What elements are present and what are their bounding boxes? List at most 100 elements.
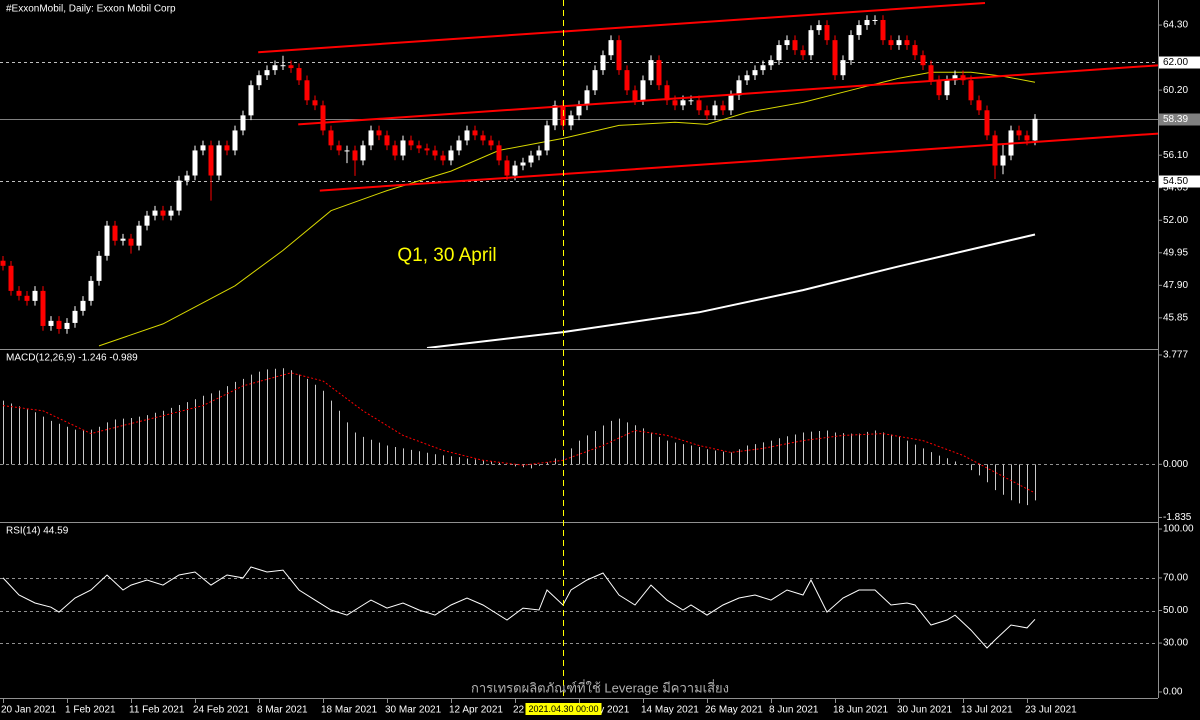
candle-body — [336, 145, 342, 151]
candle-body — [72, 310, 78, 323]
y-tick-label: 54.05 — [1163, 182, 1188, 193]
candle-body — [312, 100, 318, 106]
x-tick-label: 26 May 2021 — [705, 705, 763, 716]
candle-body — [968, 80, 974, 101]
candle-body — [408, 140, 414, 146]
candle-body — [696, 100, 702, 111]
candle-body — [344, 150, 350, 152]
candle-body — [504, 160, 510, 176]
watermark: การเทรดผลิตภัณฑ์ที่ใช้ Leverage มีความเส… — [471, 679, 729, 695]
macd-title: MACD(12,26,9) -1.246 -0.989 — [6, 353, 138, 364]
rsi-pane — [0, 566, 1158, 649]
y-tick-label: 64.30 — [1163, 20, 1188, 31]
price-pane — [0, 2, 1158, 348]
x-tick-label: 18 Jun 2021 — [833, 705, 888, 716]
candle-body — [672, 100, 678, 106]
candle-body — [512, 165, 518, 176]
candle-body — [784, 40, 790, 46]
candle-body — [0, 260, 6, 266]
candle-body — [528, 155, 534, 163]
candle-body — [736, 80, 742, 96]
candle-body — [288, 65, 294, 69]
candle-body — [664, 85, 670, 101]
level-label-box — [1159, 175, 1200, 188]
candle-body — [168, 210, 174, 216]
candle-body — [544, 125, 550, 151]
candle-body — [728, 95, 734, 111]
x-tick-label: 4 May 2021 — [577, 705, 630, 716]
candle-body — [472, 130, 478, 136]
candle-body — [272, 65, 278, 71]
candle-body — [184, 175, 190, 181]
candle-body — [984, 110, 990, 136]
candle-body — [280, 65, 286, 67]
candle-body — [8, 265, 14, 291]
candle-body — [848, 35, 854, 61]
candle-body — [904, 40, 910, 46]
candle-body — [952, 75, 958, 81]
candle-body — [536, 150, 542, 156]
candle-body — [352, 150, 358, 161]
candle-body — [1016, 130, 1022, 136]
x-tick-label: 8 Mar 2021 — [257, 705, 308, 716]
candle-body — [576, 105, 582, 116]
candle-body — [424, 148, 430, 151]
candle-body — [856, 25, 862, 36]
candle-body — [592, 70, 598, 91]
candle-body — [928, 65, 934, 81]
trendline — [258, 2, 986, 54]
candle-body — [400, 140, 406, 156]
rsi-title: RSI(14) 44.59 — [6, 526, 69, 537]
candle-body — [104, 225, 110, 256]
candle-body — [864, 19, 870, 26]
candle-body — [232, 130, 238, 151]
candle-body — [128, 238, 134, 246]
macd-pane — [0, 368, 1158, 506]
candle-body — [152, 210, 158, 216]
candle-body — [944, 80, 950, 96]
candle-body — [304, 80, 310, 101]
candle-body — [160, 210, 166, 216]
candle-body — [96, 255, 102, 281]
candle-body — [264, 70, 270, 76]
last-price-box — [1159, 113, 1200, 126]
candle-body — [1032, 118, 1038, 141]
level-label: 54.50 — [1163, 176, 1188, 187]
candle-body — [640, 80, 646, 101]
y-tick-label: 50.00 — [1163, 605, 1188, 616]
candle-body — [200, 145, 206, 151]
candle-body — [768, 60, 774, 66]
candle-body — [912, 45, 918, 56]
candle-body — [368, 130, 374, 146]
x-tick-label: 8 Jun 2021 — [769, 705, 819, 716]
x-tick-label: 11 Feb 2021 — [129, 705, 185, 716]
candle-body — [496, 145, 502, 161]
candle-body — [680, 100, 686, 106]
candle-body — [776, 45, 782, 61]
last-price-label: 58.39 — [1163, 114, 1188, 125]
annotation: Q1, 30 April — [397, 245, 496, 266]
candle-body — [792, 40, 798, 51]
candle-body — [176, 180, 182, 211]
candle-body — [32, 290, 38, 301]
candle-body — [16, 290, 22, 296]
date-marker-label: 2021.04.30 00:00 — [528, 704, 598, 714]
candle-body — [80, 300, 86, 311]
y-tick-label: 0.000 — [1163, 459, 1188, 470]
candle-body — [1024, 135, 1030, 141]
candle-body — [568, 115, 574, 126]
candle-body — [720, 105, 726, 111]
x-tick-label: 23 Jul 2021 — [1025, 705, 1077, 716]
candle-body — [872, 19, 878, 21]
x-tick-label: 14 May 2021 — [641, 705, 699, 716]
candle-body — [632, 90, 638, 101]
candle-body — [992, 135, 998, 166]
candle-body — [256, 75, 262, 86]
x-tick-label: 20 Jan 2021 — [1, 705, 56, 716]
y-tick-label: 100.00 — [1163, 524, 1194, 535]
x-tick-label: 24 Feb 2021 — [193, 705, 250, 716]
x-tick-label: 13 Jul 2021 — [961, 705, 1013, 716]
candle-body — [112, 225, 118, 241]
